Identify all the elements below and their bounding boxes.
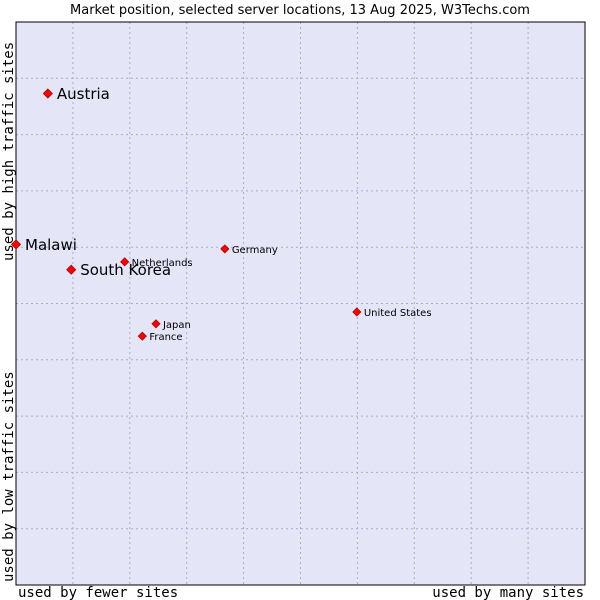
data-point-south-korea	[66, 264, 77, 275]
point-label-france: France	[149, 332, 182, 343]
data-point-japan	[151, 319, 161, 329]
plot-border	[15, 21, 586, 586]
data-point-germany	[220, 244, 230, 254]
data-point-united-states	[352, 307, 362, 317]
point-label-united-states: United States	[364, 308, 432, 319]
y-axis-label-bottom: used by low traffic sites	[1, 371, 17, 582]
x-axis-label-right: used by many sites	[432, 585, 584, 600]
data-point-austria	[42, 88, 53, 99]
x-axis-label-left: used by fewer sites	[18, 585, 178, 600]
data-point-malawi	[10, 239, 22, 250]
chart-title: Market position, selected server locatio…	[70, 3, 530, 18]
point-label-japan: Japan	[162, 320, 191, 331]
point-label-germany: Germany	[232, 245, 278, 256]
data-point-netherlands	[120, 257, 130, 267]
grid	[16, 22, 585, 585]
data-point-france	[137, 331, 147, 341]
point-label-netherlands: Netherlands	[132, 258, 193, 269]
point-label-austria: Austria	[57, 85, 110, 103]
point-label-malawi: Malawi	[25, 236, 77, 254]
point-label-south-korea: South Korea	[80, 261, 171, 279]
y-axis-label-top: used by high traffic sites	[1, 42, 17, 261]
